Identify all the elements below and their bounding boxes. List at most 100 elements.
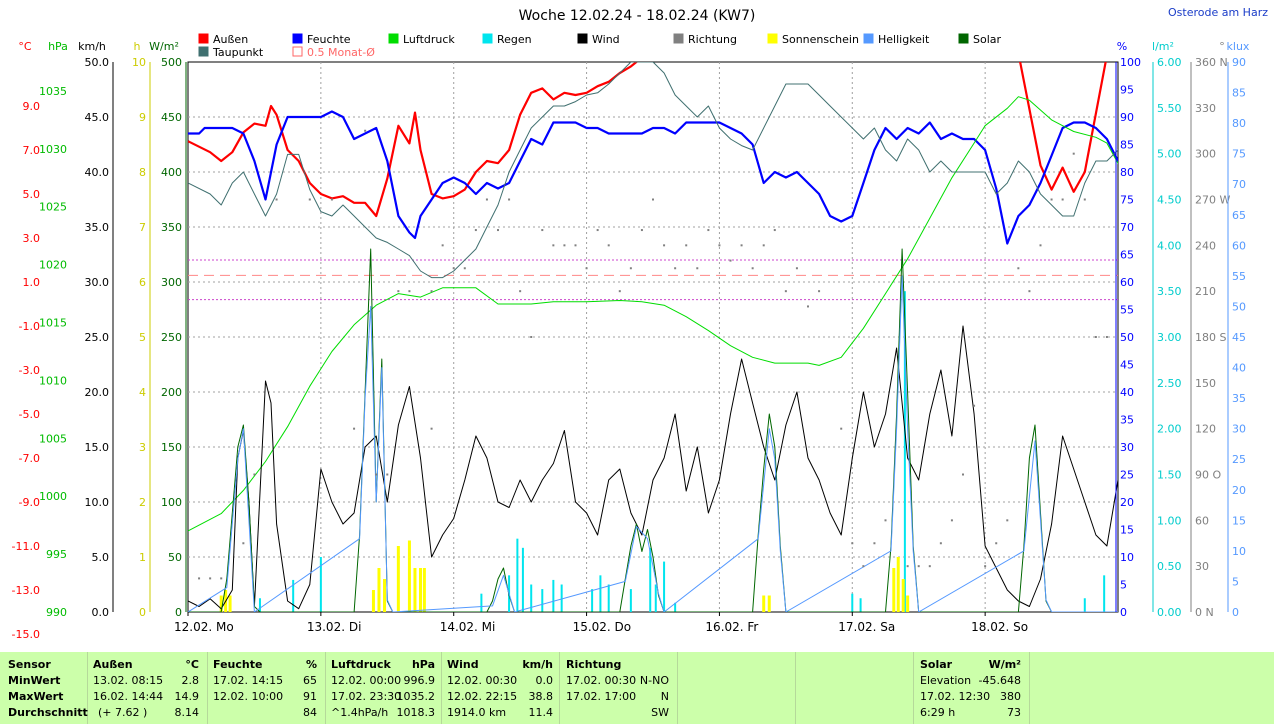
sonnenschein-bar	[407, 540, 411, 612]
sonnenschein-bar	[377, 568, 381, 612]
left-axis-tick-4: 450	[161, 111, 182, 124]
richtung-point	[497, 229, 499, 232]
richtung-point	[275, 198, 278, 201]
stats-solar-avg-val: 73	[1007, 706, 1021, 719]
regen-bar	[663, 561, 666, 612]
right-axis-tick-3: 45	[1232, 331, 1246, 344]
richtung-point	[386, 473, 389, 476]
left-axis-tick-4: 250	[161, 331, 182, 344]
left-axis-tick-1: 1005	[39, 432, 67, 445]
left-axis-tick-3: 1	[139, 551, 146, 564]
left-axis-tick-4: 150	[161, 441, 182, 454]
right-axis-tick-3: 50	[1232, 300, 1246, 313]
stats-sensor-col: Sensor MinWert MaxWert Durchschnitt	[0, 652, 88, 724]
stats-feuchte-max-time: 12.02. 10:00	[213, 690, 284, 703]
left-axis-tick-1: 1010	[39, 374, 67, 387]
regen-bar	[1083, 598, 1086, 612]
right-axis-tick-3: 85	[1232, 87, 1246, 100]
stats-luftdruck-title: Luftdruck	[331, 658, 391, 671]
legend-swatch-sonnenschein	[767, 33, 778, 44]
right-axis-tick-0: 0	[1120, 606, 1127, 619]
bar-series	[219, 291, 1106, 612]
richtung-point	[762, 244, 765, 247]
right-axis-tick-3: 0	[1232, 606, 1239, 619]
right-axis-tick-2: 120	[1195, 423, 1216, 436]
regen-bar	[903, 291, 906, 612]
richtung-point	[984, 565, 987, 568]
stats-aussen-avg-note: (+ 7.62 )	[98, 706, 148, 719]
richtung-point	[364, 129, 367, 132]
left-axis-tick-1: 1000	[39, 490, 67, 503]
right-axis-tick-0: 75	[1120, 194, 1134, 207]
richtung-point	[519, 290, 522, 293]
sonnenschein-bar	[892, 568, 896, 612]
legend-label-0-5-monat: 0.5 Monat-Ø	[307, 46, 375, 59]
stats-luftdruck-unit: hPa	[411, 658, 435, 671]
richtung-point	[530, 336, 533, 338]
right-axis-tick-3: 20	[1232, 484, 1246, 497]
richtung-point	[873, 542, 876, 545]
left-axis-tick-2: 35.0	[85, 221, 110, 234]
legend-swatch-regen	[482, 33, 493, 44]
richtung-point	[1061, 198, 1064, 201]
stats-min-label: MinWert	[8, 674, 61, 687]
right-axis-tick-3: 30	[1232, 423, 1246, 436]
legend-swatch-luftdruck	[388, 33, 399, 44]
richtung-point	[807, 305, 809, 308]
right-axis-tick-0: 15	[1120, 524, 1134, 537]
right-axis-unit-2: °	[1219, 40, 1225, 53]
legend-swatch-0-5-monat	[292, 46, 303, 57]
stats-wind-min-val: 0.0	[535, 674, 554, 687]
stats-richtung-avg-val: SW	[651, 706, 669, 719]
right-axis-tick-3: 15	[1232, 514, 1246, 527]
richtung-point	[375, 473, 378, 476]
left-axis-tick-3: 7	[139, 221, 146, 234]
richtung-point	[1028, 290, 1031, 293]
richtung-point	[640, 229, 643, 232]
stats-feuchte-min-val: 65	[303, 674, 317, 687]
richtung-point	[1083, 198, 1086, 201]
right-axis-tick-0: 100	[1120, 56, 1141, 69]
left-axis-tick-0: -3.0	[19, 364, 40, 377]
left-axis-unit-0: °C	[18, 40, 32, 53]
x-tick-label: 14.02. Mi	[440, 620, 496, 634]
sonnenschein-bar	[396, 546, 400, 612]
right-axis-tick-3: 75	[1232, 148, 1246, 161]
left-axis-tick-0: 3.0	[23, 232, 41, 245]
x-tick-label: 13.02. Di	[307, 620, 362, 634]
stats-empty-col-1	[678, 652, 796, 724]
right-axis-tick-1: 0.00	[1157, 606, 1182, 619]
richtung-point	[884, 519, 887, 522]
right-axis-tick-2: 180 S	[1195, 331, 1226, 344]
left-axis-unit-2: km/h	[78, 40, 106, 53]
left-axis-tick-3: 8	[139, 166, 146, 179]
regen-bar	[851, 593, 854, 612]
stats-wind-avg-val: 11.4	[528, 706, 554, 719]
stats-wind-avg-note: 1914.0 km	[447, 706, 507, 719]
legend-label-aussen: Außen	[213, 33, 248, 46]
regen-bar	[649, 547, 652, 612]
left-axis-tick-4: 300	[161, 276, 182, 289]
legend-swatch-solar	[958, 33, 969, 44]
richtung-point	[1039, 244, 1042, 247]
left-axis-tick-2: 10.0	[85, 496, 110, 509]
legend-label-taupunkt: Taupunkt	[212, 46, 264, 59]
regen-bar	[258, 598, 261, 612]
left-axis-tick-2: 45.0	[85, 111, 110, 124]
regen-bar	[607, 584, 610, 612]
left-axis-tick-0: -9.0	[19, 496, 40, 509]
right-axis-unit-0: %	[1117, 40, 1127, 53]
weather-chart: Woche 12.02.24 - 18.02.24 (KW7) Osterode…	[11, 6, 1269, 641]
regen-bar	[859, 598, 862, 612]
regen-bar	[674, 602, 677, 612]
richtung-point	[397, 290, 400, 293]
right-axis-tick-0: 35	[1120, 414, 1134, 427]
right-axis-tick-1: 2.00	[1157, 423, 1182, 436]
x-tick-label: 16.02. Fr	[705, 620, 758, 634]
left-axis-tick-3: 6	[139, 276, 146, 289]
right-axis-tick-0: 5	[1120, 579, 1127, 592]
stats-luftdruck-min-val: 996.9	[403, 674, 436, 687]
left-axis-tick-1: 1025	[39, 201, 67, 214]
right-axis-tick-0: 95	[1120, 84, 1134, 97]
richtung-point	[596, 229, 599, 232]
